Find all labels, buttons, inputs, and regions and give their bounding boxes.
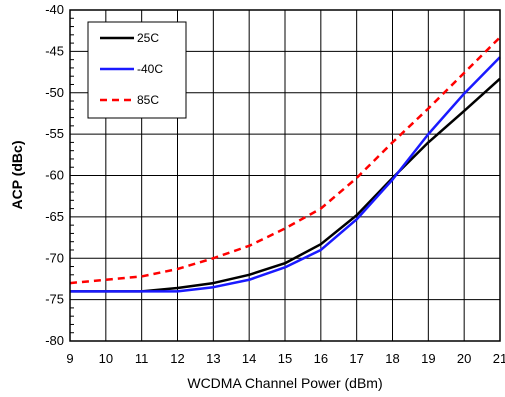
x-tick-label: 10 — [99, 351, 113, 366]
series-group — [69, 36, 501, 293]
x-tick-label: 11 — [135, 351, 149, 366]
x-tick-label: 16 — [314, 351, 328, 366]
legend-label: 85C — [137, 93, 159, 107]
x-tick-label: 20 — [457, 351, 471, 366]
y-tick-label: -60 — [45, 168, 64, 183]
series-line-85c — [69, 36, 501, 285]
y-tick-label: -80 — [45, 333, 64, 348]
legend-label: -40C — [137, 62, 163, 76]
x-tick-labels: 9 10 11 12 13 14 15 16 17 18 19 20 21 — [66, 351, 505, 366]
y-tick-label: -55 — [45, 126, 64, 141]
x-tick-label: 18 — [385, 351, 399, 366]
x-tick-label: 13 — [206, 351, 220, 366]
x-tick-label: 9 — [66, 351, 73, 366]
y-tick-label: -50 — [45, 85, 64, 100]
y-tick-label: -40 — [45, 2, 64, 17]
x-axis-title: WCDMA Channel Power (dBm) — [187, 375, 382, 391]
plot-frame — [69, 9, 501, 342]
x-tick-label: 19 — [421, 351, 435, 366]
y-axis-title: ACP (dBc) — [9, 141, 25, 210]
x-tick-label: 17 — [349, 351, 363, 366]
legend: 25C -40C 85C — [87, 21, 187, 119]
series-line-40c — [70, 56, 501, 293]
y-tick-label: -45 — [45, 43, 64, 58]
x-tick-label: 21 — [493, 351, 505, 366]
y-tick-label: -75 — [45, 292, 64, 307]
x-tick-label: 14 — [242, 351, 256, 366]
x-tick-label: 12 — [170, 351, 184, 366]
y-tick-labels: -80 -75 -70 -65 -60 -55 -50 -45 -40 — [45, 2, 64, 348]
x-tick-label: 15 — [278, 351, 292, 366]
y-tick-label: -65 — [45, 209, 64, 224]
y-tick-label: -70 — [45, 250, 64, 265]
legend-label: 25C — [137, 31, 159, 45]
